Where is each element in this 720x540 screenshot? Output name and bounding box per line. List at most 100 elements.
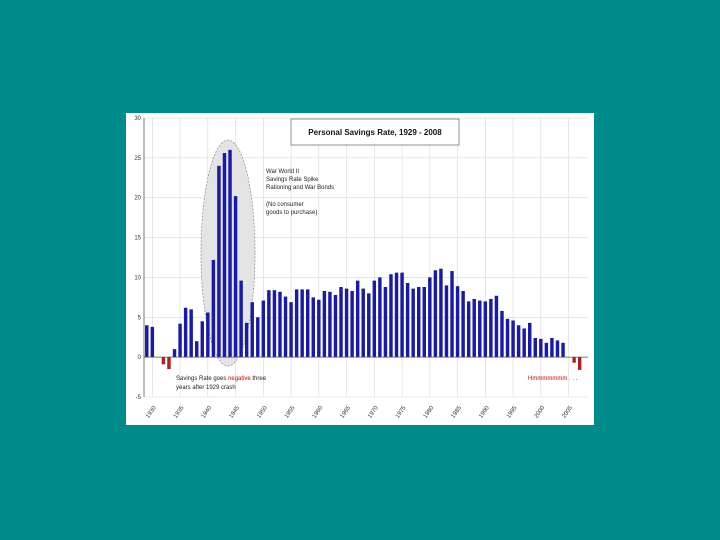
bar — [355, 280, 360, 358]
bar — [278, 291, 282, 358]
bar — [328, 291, 332, 358]
bar — [167, 357, 171, 370]
annotation-negative-part-c: three — [251, 376, 267, 382]
bar — [505, 318, 510, 358]
bar — [206, 312, 210, 358]
bar — [244, 322, 249, 358]
bar — [522, 328, 526, 358]
y-tick-label: 10 — [134, 275, 141, 281]
bar — [350, 290, 354, 358]
bar — [250, 302, 254, 358]
x-tick-label: 1995 — [506, 405, 519, 420]
bar — [161, 357, 166, 365]
x-tick-label: 1930 — [145, 405, 158, 420]
bar — [455, 286, 460, 358]
bar — [217, 165, 221, 358]
bar — [533, 338, 537, 358]
annotation-savings-spike: Savings Rate Spike — [266, 177, 319, 183]
bar — [272, 290, 277, 358]
bar — [317, 299, 321, 358]
bar — [478, 300, 482, 358]
y-tick-label: 5 — [138, 315, 142, 321]
chart-title-box — [290, 118, 460, 146]
x-tick-label: 1985 — [450, 405, 463, 420]
bar — [256, 317, 260, 358]
bar — [333, 294, 338, 358]
bar — [466, 301, 471, 358]
bar — [405, 283, 410, 358]
bar — [378, 277, 382, 358]
x-tick-label: 2000 — [534, 405, 547, 420]
bar — [211, 259, 216, 358]
bar — [550, 338, 554, 358]
bar — [544, 342, 549, 358]
bar — [372, 280, 377, 358]
bar — [400, 272, 404, 358]
bar — [233, 196, 238, 358]
bar — [261, 300, 266, 358]
bar — [300, 289, 304, 358]
y-tick-label: 25 — [134, 156, 141, 162]
bar — [417, 286, 421, 358]
x-tick-label: 1965 — [339, 405, 352, 420]
y-tick-label: -5 — [136, 395, 142, 401]
bar — [489, 298, 493, 358]
annotation-rationing: Rationing and War Bonds — [266, 185, 334, 191]
bar — [239, 280, 243, 358]
chart-card: 30 25 20 15 10 5 0 -5 1930 1935 1940 1945 1950 1955 1… — [126, 113, 594, 425]
bar — [577, 357, 582, 370]
x-tick-labels: 1930 1935 1940 1945 1950 1955 1960 1965 1970 1975… — [145, 405, 574, 420]
x-tick-label: 1970 — [367, 405, 380, 420]
y-tick-label: 20 — [134, 196, 141, 202]
x-tick-label: 1990 — [478, 405, 491, 420]
bar — [500, 310, 504, 358]
x-tick-label: 1940 — [201, 405, 214, 420]
bar — [195, 341, 199, 358]
bar — [383, 286, 388, 358]
x-tick-label: 2005 — [561, 405, 574, 420]
bar — [183, 307, 188, 358]
x-tick-label: 1935 — [173, 405, 186, 420]
bar — [311, 297, 315, 358]
y-tick-label: 0 — [138, 355, 142, 361]
bar — [428, 277, 432, 358]
bar — [411, 288, 415, 358]
y-tick-label: 15 — [134, 236, 141, 242]
bar — [511, 320, 515, 358]
bar — [150, 326, 155, 358]
bar — [178, 323, 182, 358]
bar — [561, 342, 565, 358]
bar — [439, 268, 443, 358]
bar — [339, 286, 343, 358]
bar — [344, 288, 349, 358]
annotation-negative-savings: Savings Rate goes negative three — [176, 376, 267, 382]
bar — [450, 271, 454, 358]
axes — [143, 118, 588, 397]
bars — [145, 149, 582, 370]
bar — [461, 290, 465, 358]
bar — [433, 270, 438, 358]
bar — [528, 322, 532, 358]
y-tick-label: 30 — [134, 116, 141, 122]
x-tick-label: 1980 — [423, 405, 436, 420]
bar — [322, 290, 327, 358]
bar — [472, 298, 476, 358]
bar — [283, 296, 288, 358]
bar — [145, 325, 149, 358]
bar — [572, 357, 576, 363]
bar — [394, 272, 399, 358]
bar — [539, 338, 543, 358]
bar — [189, 309, 193, 358]
chart-title: Personal Savings Rate, 1929 - 2008 — [308, 128, 442, 137]
bar — [294, 289, 299, 358]
bar — [422, 286, 426, 358]
bar — [361, 288, 365, 358]
bar — [444, 285, 449, 358]
x-tick-label: 1945 — [228, 405, 241, 420]
annotation-negative-part-a: Savings Rate goes — [176, 376, 228, 382]
bar — [200, 321, 204, 358]
bar — [228, 149, 232, 358]
x-tick-label: 1955 — [284, 405, 297, 420]
x-tick-label: 1950 — [256, 405, 269, 420]
annotation-hmmm: Hmmmmmmm . . . — [528, 376, 578, 382]
